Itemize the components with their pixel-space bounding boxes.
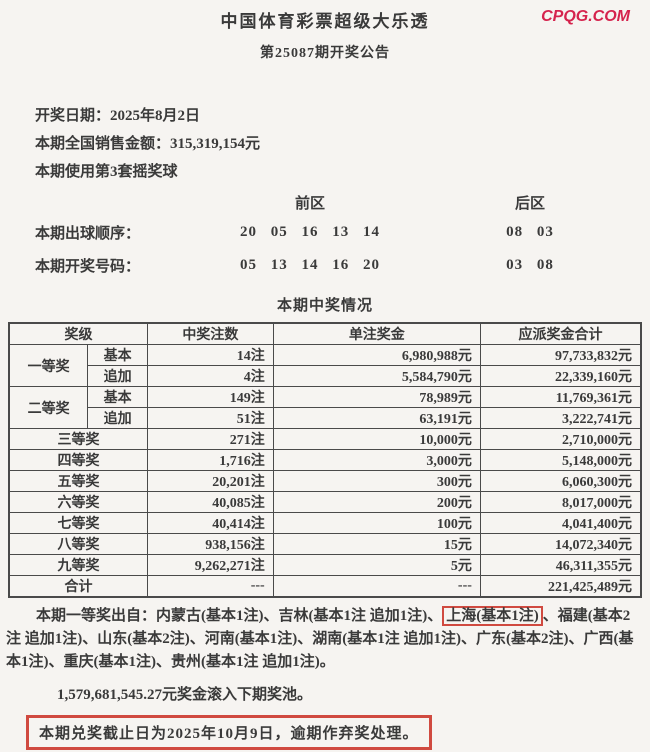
header-level: 奖级 <box>8 322 149 345</box>
issue-subtitle: 第25087期开奖公告 <box>260 46 390 61</box>
table-row: 六等奖 40,085注 200元 8,017,000元 <box>8 491 642 513</box>
draw-order-row: 本期出球顺序： 20 05 16 13 14 08 03 <box>0 216 650 249</box>
table-row: 一等奖 基本 14注 6,980,988元 97,733,832元 <box>8 344 642 387</box>
winners-text-prefix: 本期一等奖出自：内蒙古(基本1注)、吉林(基本1注 追加1注)、 <box>36 608 443 624</box>
back-zone-label: 后区 <box>514 195 545 212</box>
zone-header-row: 前区 后区 <box>0 188 650 216</box>
first-prize-winners-paragraph: 本期一等奖出自：内蒙古(基本1注)、吉林(基本1注 追加1注)、 上海(基本1注)… <box>6 605 644 674</box>
level-cell: 七等奖 <box>8 512 149 534</box>
level-cell: 六等奖 <box>8 491 149 513</box>
winners-highlight-box: 上海(基本1注) <box>442 606 543 626</box>
table-row: 二等奖 基本 149注 78,989元 11,769,361元 <box>8 386 642 429</box>
table-row: 三等奖 271注 10,000元 2,710,000元 <box>8 428 642 450</box>
ball-set: 本期使用第3套摇奖球 <box>35 164 178 180</box>
header-single-prize: 单注奖金 <box>272 322 481 345</box>
draw-order-front-numbers: 20 05 16 13 14 <box>240 224 380 240</box>
table-row: 追加 4注 5,584,790元 22,339,160元 <box>9 365 642 387</box>
winning-number-label: 本期开奖号码： <box>35 259 141 275</box>
draw-info-block: 开奖日期：2025年8月2日 本期全国销售金额：315,319,154元 本期使… <box>35 102 650 186</box>
draw-date: 开奖日期：2025年8月2日 <box>35 108 201 124</box>
prize-table-header-row: 奖级 中奖注数 单注奖金 应派奖金合计 <box>8 322 642 345</box>
prize-table: 奖级 中奖注数 单注奖金 应派奖金合计 一等奖 基本 14注 6,980,988… <box>8 322 642 598</box>
table-row: 八等奖 938,156注 15元 14,072,340元 <box>8 533 642 555</box>
level-cell: 四等奖 <box>8 449 149 471</box>
table-row: 四等奖 1,716注 3,000元 5,148,000元 <box>8 449 642 471</box>
table-row-total: 合计 --- --- 221,425,489元 <box>8 575 642 598</box>
level-cell: 一等奖 <box>8 344 89 387</box>
winning-front-numbers: 05 13 14 16 20 <box>240 257 380 273</box>
winning-number-row: 本期开奖号码： 05 13 14 16 20 03 08 <box>0 249 650 282</box>
sub-cell: 追加 <box>87 365 149 387</box>
front-zone-label: 前区 <box>294 195 325 212</box>
draw-order-back-numbers: 08 03 <box>506 224 554 240</box>
table-row: 追加 51注 63,191元 3,222,741元 <box>9 407 642 429</box>
site-logo: CPQG.COM <box>541 8 630 25</box>
level-cell: 九等奖 <box>8 554 149 576</box>
sub-cell: 追加 <box>87 407 149 429</box>
table-row: 九等奖 9,262,271注 5元 46,311,355元 <box>8 554 642 576</box>
level-cell: 八等奖 <box>8 533 149 555</box>
table-row: 七等奖 40,414注 100元 4,041,400元 <box>8 512 642 534</box>
level-cell: 合计 <box>8 575 149 598</box>
sales-amount: 本期全国销售金额：315,319,154元 <box>35 136 261 152</box>
level-cell: 三等奖 <box>8 428 149 450</box>
level-cell: 五等奖 <box>8 470 149 492</box>
draw-order-label: 本期出球顺序： <box>35 226 141 242</box>
sub-cell: 基本 <box>87 386 149 408</box>
winning-back-numbers: 03 08 <box>506 257 554 273</box>
prize-table-title: 本期中奖情况 <box>276 298 373 314</box>
header-total-prize: 应派奖金合计 <box>479 322 642 345</box>
table-row: 五等奖 20,201注 300元 6,060,300元 <box>8 470 642 492</box>
header-count: 中奖注数 <box>147 322 274 345</box>
page-title: 中国体育彩票超级大乐透 <box>220 12 430 31</box>
redemption-deadline-box: 本期兑奖截止日为2025年10月9日，逾期作弃奖处理。 <box>26 715 432 750</box>
page-header: 中国体育彩票超级大乐透 CPQG.COM <box>0 0 650 32</box>
winners-text-suffix: 、福建(基本2注 追加1注)、山东(基本2注)、河南(基本1注)、湖南(基本1注… <box>6 608 634 670</box>
level-cell: 二等奖 <box>8 386 89 429</box>
rollover-text: 1,579,681,545.27元奖金滚入下期奖池。 <box>57 687 313 703</box>
sub-cell: 基本 <box>87 344 149 366</box>
